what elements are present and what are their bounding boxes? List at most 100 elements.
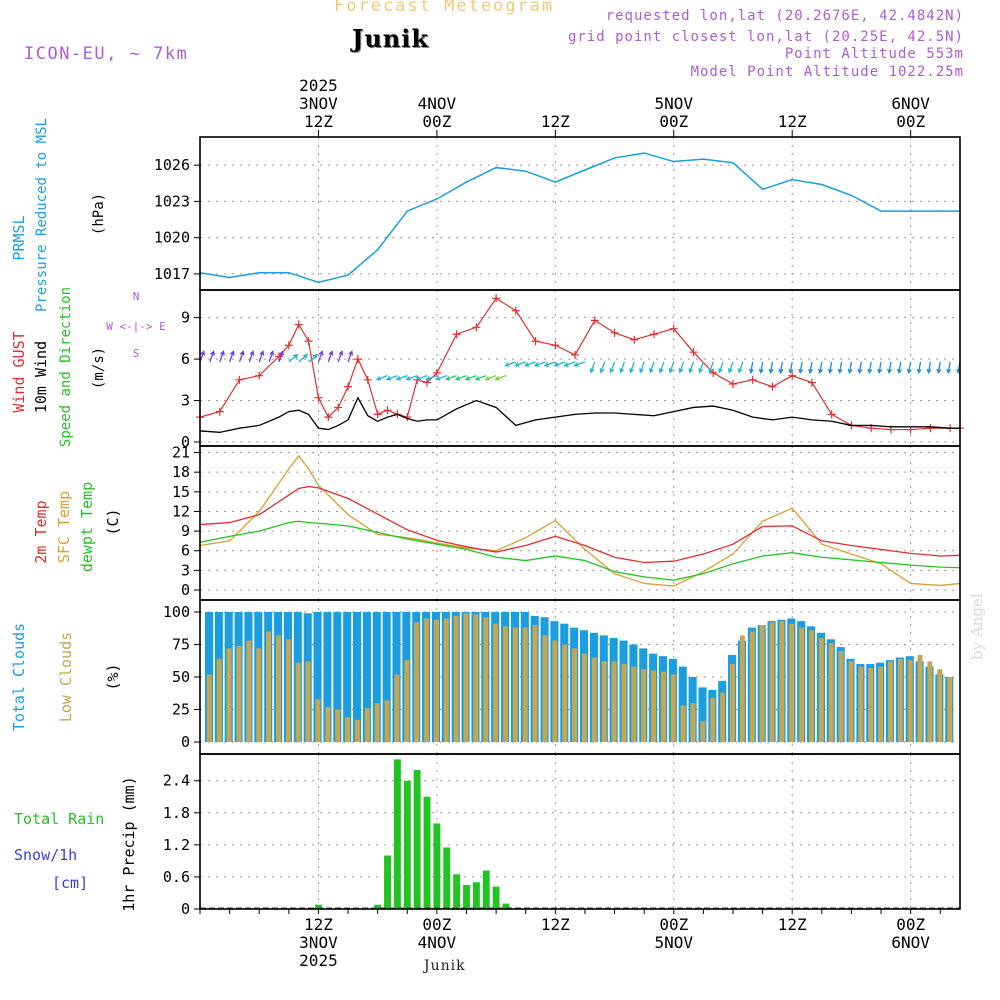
y-tick-label: 25 — [172, 701, 190, 719]
rain-bar — [314, 904, 322, 909]
wind-arrow — [258, 351, 264, 363]
low-cloud-bar — [384, 700, 390, 742]
wind-arrow-head — [748, 368, 754, 375]
y-tick-label: 9 — [181, 522, 190, 540]
wind-arrow — [376, 375, 388, 381]
gust-marker — [472, 323, 481, 332]
wind-label: 10m Wind — [32, 341, 50, 413]
wind-arrow — [947, 361, 951, 373]
pressure-point — [761, 188, 764, 191]
wind-arrow-head — [293, 353, 299, 359]
low-cloud-bar — [345, 717, 351, 742]
wind-arrow — [209, 351, 215, 363]
y-tick-label: 1.8 — [163, 804, 190, 822]
low-cloud-bar — [503, 626, 508, 742]
low-cloud-bar — [285, 639, 291, 742]
low-cloud-bar — [779, 621, 785, 742]
wind-arrow-head — [259, 350, 265, 356]
wind-arrow-head — [698, 368, 704, 374]
gust-marker — [748, 375, 757, 384]
low-cloud-bar — [887, 661, 893, 742]
top-time-label: 00Z — [659, 112, 688, 131]
wind-arrow-head — [249, 350, 255, 356]
pressure-point — [939, 210, 942, 212]
total-cloud-bar — [372, 612, 381, 742]
gust-marker — [689, 348, 698, 357]
wind-arrow — [554, 361, 566, 367]
low-cloud-bar — [236, 645, 242, 742]
temp-label: 2m Temp — [32, 500, 50, 563]
wind-arrow-head — [936, 368, 942, 375]
wind-arrow — [238, 351, 244, 363]
requested-coords: requested lon,lat (20.2676E, 42.4842N) — [605, 8, 964, 24]
rain-bar — [423, 796, 431, 909]
total-cloud-bar — [382, 612, 391, 742]
low-cloud-bar — [315, 699, 321, 742]
wind-arrow — [718, 361, 724, 373]
wind-arrow — [268, 351, 274, 363]
bottom-time-label: 4NOV — [418, 933, 457, 952]
wind-arrow — [228, 351, 234, 363]
wind-arrow-head — [867, 368, 873, 375]
wind-arrow-head — [415, 376, 421, 381]
wind-arrow-head — [464, 376, 471, 381]
dewpt-label: dewpt Temp — [78, 482, 96, 572]
gust-marker — [294, 320, 303, 329]
wind-arrow — [317, 351, 323, 363]
low-cloud-bar — [749, 631, 755, 742]
model-label: ICON-EU, ~ 7km — [24, 44, 189, 64]
wind-arrow-head — [504, 362, 510, 367]
low-cloud-bar — [631, 666, 637, 742]
wind-arrow — [649, 361, 655, 373]
wind-arrow-head — [737, 368, 743, 374]
wind-arrow — [728, 361, 734, 373]
y-tick-label: 3 — [181, 561, 190, 579]
wind-arrow-head — [533, 362, 540, 367]
wind-arrow-head — [312, 353, 319, 359]
wind-arrow-head — [229, 350, 235, 356]
pressure-point — [909, 210, 912, 212]
panel-clouds: 0 25 50 75 100 Total Clouds Low Clouds (%) — [10, 600, 960, 754]
wind-arrow-head — [220, 350, 225, 356]
pressure-unit: (hPa) — [91, 193, 107, 235]
wind-arrow-head — [385, 376, 392, 381]
snow-unit: [cm] — [52, 874, 88, 892]
low-cloud-bar — [917, 654, 923, 742]
wind-arrow-head — [328, 350, 334, 356]
top-time-label: 00Z — [422, 112, 451, 131]
bottom-time-label: 12Z — [304, 915, 333, 934]
low-cloud-bar — [453, 615, 459, 742]
wind-arrow-head — [778, 368, 784, 375]
wind-arrow — [465, 375, 477, 381]
gust-marker — [383, 406, 392, 415]
meteogram-title: Forecast Meteogram — [334, 0, 555, 16]
wind-arrow-head — [589, 368, 595, 374]
wind-arrow — [337, 351, 343, 363]
low-cloud-bar — [808, 630, 814, 742]
pressure-point — [584, 169, 586, 171]
wind-arrow — [248, 351, 254, 363]
bottom-time-label: 5NOV — [655, 933, 694, 952]
wind-arrow-head — [553, 362, 559, 367]
clouds-unit: (%) — [104, 663, 122, 690]
low-cloud-bar — [947, 677, 953, 742]
rain-bar — [384, 855, 391, 909]
low-cloud-bar — [789, 623, 795, 742]
wind-arrow — [505, 361, 517, 367]
panel-wind: 0 3 6 9 Wind GUST 10m Wind Speed and Direction… — [10, 287, 964, 451]
panel-frame — [199, 136, 961, 291]
y-tick-label: 15 — [172, 483, 190, 501]
wind-arrow-head — [200, 350, 206, 356]
panel-precipitation: 0 0.6 1.2 1.8 2.4 Total Rain Snow/1h [cm] 1hr Pr… — [14, 754, 960, 918]
low-cloud-bar — [591, 657, 597, 742]
compass-s: S — [133, 347, 140, 360]
gust-marker — [630, 335, 639, 344]
wind-arrow-head — [658, 368, 664, 374]
low-cloud-bar — [463, 613, 469, 742]
low-cloud-bar — [897, 658, 903, 742]
wind-arrow — [308, 354, 318, 363]
wind-arrow — [868, 361, 872, 373]
pressure-point — [436, 198, 438, 200]
gust-marker — [551, 341, 560, 350]
